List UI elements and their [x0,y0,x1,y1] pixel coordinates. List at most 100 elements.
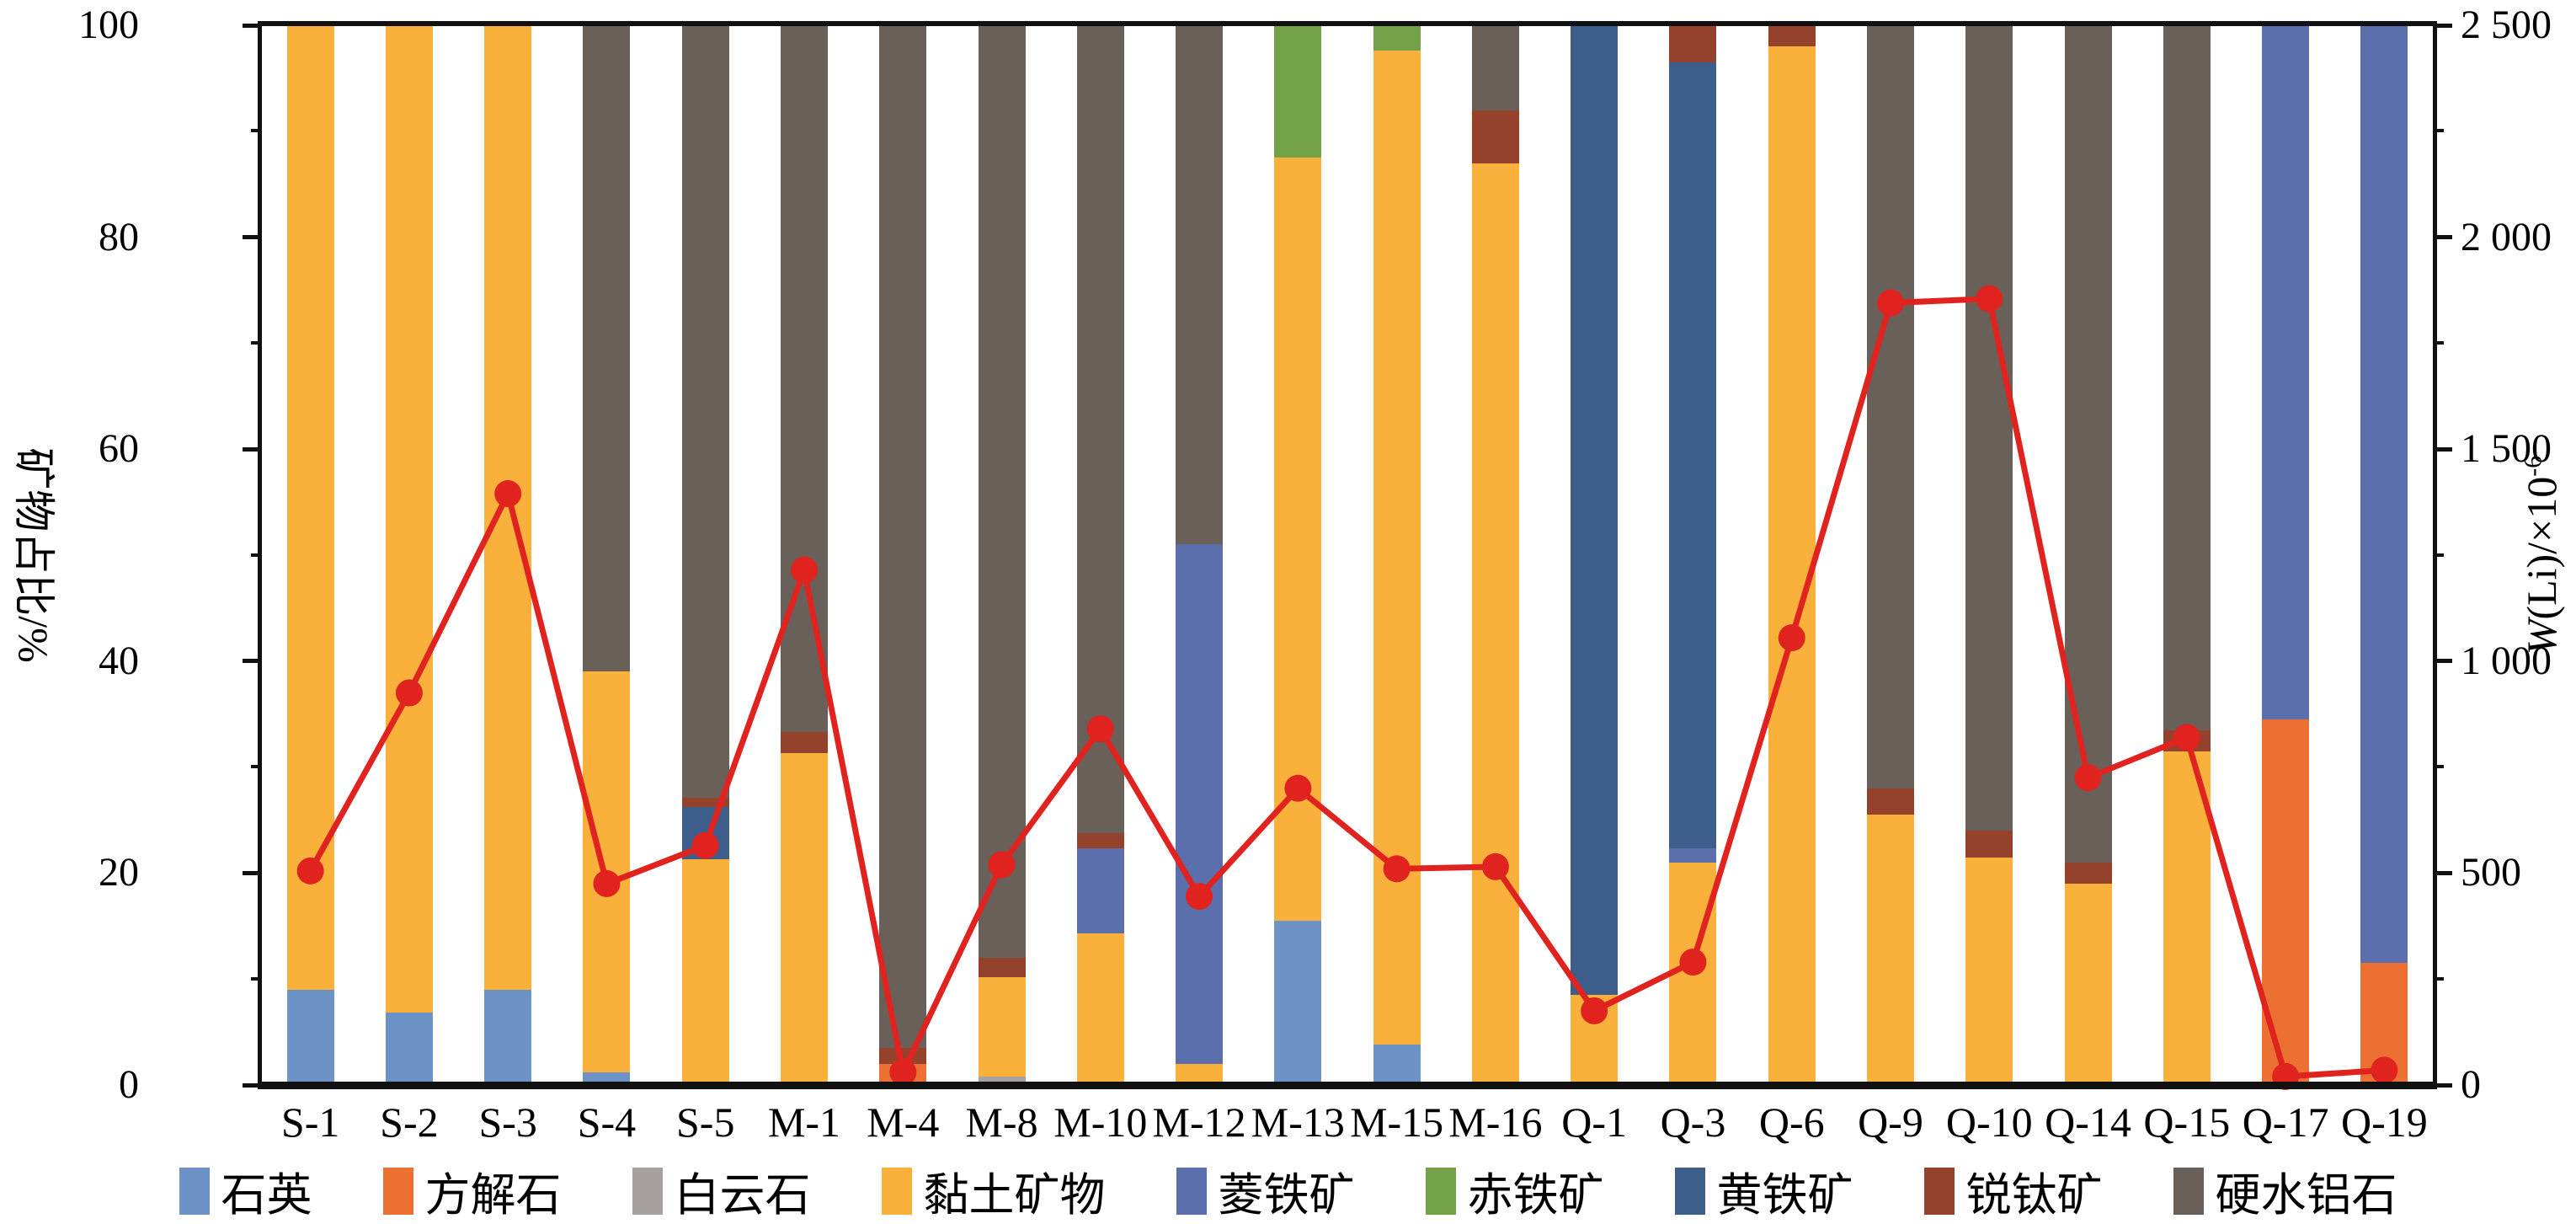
bar-segment [1669,62,1717,849]
bar-segment [1768,25,1816,47]
stacked-bar-Q-6 [1768,25,1816,1085]
bar-segment [2064,25,2112,863]
bar-segment [286,25,334,990]
bar-segment [2163,25,2211,730]
right-axis-tick [2434,659,2452,664]
left-axis-tick-label: 100 [78,3,139,47]
legend-item: 锐钛矿 [1923,1157,2103,1224]
left-axis-tick-label: 60 [99,426,139,472]
stacked-bar-M-16 [1471,25,1519,1085]
legend-swatch [1674,1167,1705,1215]
right-axis-tick [2434,870,2452,875]
legend-label: 硬水铝石 [2215,1170,2397,1221]
left-axis-tick [251,553,261,557]
bar-segment [2163,751,2211,1085]
li-data-point [2074,764,2102,792]
stacked-bar-Q-10 [1965,25,2013,1085]
bar-segment [1669,25,1717,63]
bar-segment [1965,857,2013,1085]
li-data-point [2272,1062,2300,1090]
li-data-point [1186,883,1213,911]
right-axis-tick-label: 2 000 [2461,214,2552,259]
bar-segment [1176,1063,1224,1085]
x-tick-label: Q-19 [2340,1098,2428,1146]
legend-item: 白云石 [632,1157,811,1224]
legend-item: 石英 [179,1157,312,1224]
bar-segment [1076,25,1124,833]
right-axis-tick [2434,23,2452,28]
legend-label: 菱铁矿 [1218,1170,1355,1221]
bar-segment [1867,815,1914,1085]
bar-segment [385,1013,433,1085]
x-tick-label: M-16 [1448,1098,1543,1146]
bar-segment [978,1076,1026,1085]
plot-area [261,25,2434,1090]
legend-swatch [1176,1167,1207,1215]
bar-segment [484,25,532,990]
bar-segment [1076,848,1124,934]
right-axis-tick-label: 500 [2461,850,2521,895]
bar-segment [2262,25,2310,719]
right-axis-tick-label: 1 000 [2461,638,2552,683]
legend-item: 硬水铝石 [2173,1157,2397,1224]
x-tick-label: M-4 [867,1098,940,1146]
stacked-bar-S-1 [286,25,334,1085]
left-axis-tick [251,340,261,345]
bar-segment [978,976,1026,1077]
legend-item: 黏土矿物 [881,1157,1106,1224]
left-axis-tick-label: 20 [99,850,139,895]
left-axis-tick [243,659,261,664]
bar-segment [781,732,828,754]
right-axis-tick [2434,235,2452,240]
x-tick-label: M-1 [767,1098,841,1146]
right-axis-title: W(Li)/×10-6 [2515,25,2568,1085]
left-axis-tick [243,23,261,28]
left-axis-tick [243,235,261,240]
bar-segment [1176,25,1224,545]
legend-item: 菱铁矿 [1176,1157,1355,1224]
left-axis-tick-label: 0 [119,1062,139,1107]
legend-swatch [881,1167,912,1215]
stacked-bar-S-2 [385,25,433,1085]
li-data-point [1481,853,1509,880]
left-axis-tick [251,976,261,981]
bar-segment [1373,1045,1421,1085]
x-tick-label: S-5 [675,1098,735,1146]
x-tick-label: Q-15 [2143,1098,2231,1146]
bar-segment [1274,25,1322,158]
stacked-bar-Q-14 [2064,25,2112,1085]
x-tick-label: Q-10 [1945,1098,2033,1146]
right-axis-tick-label: 2 500 [2461,3,2552,47]
bar-segment [2064,862,2112,884]
left-axis-tick [251,765,261,769]
bar-segment [681,25,729,799]
legend-label: 赤铁矿 [1467,1170,1604,1221]
bar-segment [1867,788,1914,815]
x-tick-label: S-2 [380,1098,439,1146]
bar-segment [681,798,729,808]
li-data-point [395,679,423,707]
x-tick-label: S-3 [478,1098,537,1146]
right-axis-tick [2434,129,2444,133]
li-data-point [691,831,719,859]
x-tick-label: S-4 [577,1098,637,1146]
bar-segment [1571,25,1619,996]
li-data-point [2173,724,2200,751]
stacked-bar-S-3 [484,25,532,1085]
legend-swatch [632,1167,663,1215]
left-axis-tick-label: 80 [99,214,139,259]
x-tick-label: Q-6 [1758,1098,1825,1146]
li-line [307,295,2385,1082]
legend-item: 赤铁矿 [1425,1157,1604,1224]
bar-segment [583,25,631,672]
legend-label: 石英 [221,1170,312,1221]
bar-segment [1768,46,1816,1085]
x-tick-label: Q-14 [2045,1098,2131,1146]
x-tick-label: M-15 [1350,1098,1444,1146]
bar-segment [1176,544,1224,1064]
bar-segment [978,958,1026,977]
left-axis-title: 矿物占比/% [10,25,64,1085]
x-tick-label: Q-9 [1858,1098,1923,1146]
right-axis-tick [2434,340,2444,345]
